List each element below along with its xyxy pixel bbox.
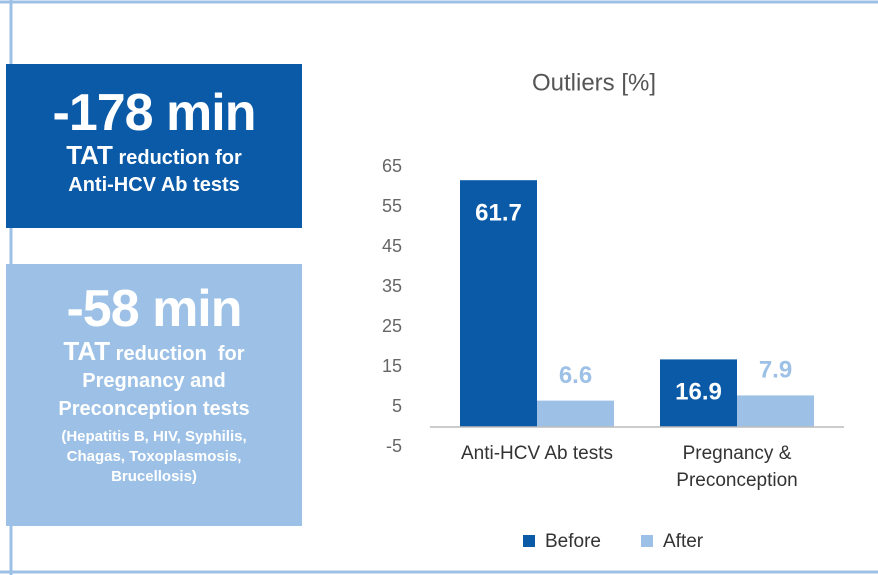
stat-headline: -58 min (66, 280, 242, 338)
x-tick-label: Pregnancy & Preconception (676, 443, 798, 491)
y-tick-label: 45 (382, 236, 402, 256)
y-tick-label: 55 (382, 196, 402, 216)
data-label: 61.7 (475, 200, 522, 227)
stat-label: TAT reduction for (6, 338, 302, 367)
legend-label: Before (545, 531, 601, 552)
y-tick-label: 25 (382, 316, 402, 336)
y-tick-label: -5 (386, 436, 402, 456)
stat-label-strong: TAT (66, 140, 113, 170)
stat-subject: Anti-HCV Ab tests (68, 174, 240, 196)
stat-box: -58 min TAT reduction for Pregnancy and … (6, 264, 302, 526)
stat-label-rest: reduction for (115, 343, 245, 365)
bar (660, 359, 737, 427)
y-tick-label: 65 (382, 156, 402, 176)
stat-subject: Pregnancy and Preconception tests (58, 370, 250, 420)
legend-swatch (523, 535, 535, 547)
y-tick-label: 15 (382, 356, 402, 376)
stat-note: (Hepatitis B, HIV, Syphilis, Chagas, Tox… (61, 428, 247, 485)
x-tick-label: Anti-HCV Ab tests (460, 443, 614, 464)
data-label: 16.9 (675, 379, 722, 406)
stat-box: -178 min TAT reduction for Anti-HCV Ab t… (6, 64, 302, 228)
legend-swatch (641, 535, 653, 547)
data-label: 7.9 (759, 357, 792, 384)
bar (537, 400, 614, 427)
stat-headline: -178 min (52, 84, 257, 142)
y-tick-label: 35 (382, 276, 402, 296)
data-label: 6.6 (559, 362, 592, 389)
legend-label: After (663, 531, 704, 552)
chart-title: Outliers [%] (532, 69, 656, 96)
bar (460, 180, 537, 427)
stat-label: TAT reduction for (6, 142, 302, 171)
bar (737, 395, 814, 427)
y-tick-label: 5 (392, 396, 402, 416)
stat-label-strong: TAT (63, 336, 111, 366)
stat-label-rest: reduction for (118, 147, 242, 169)
